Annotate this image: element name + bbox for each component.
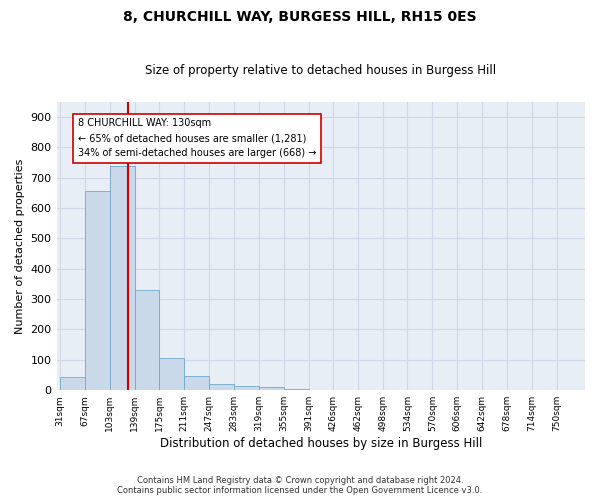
- Text: 8, CHURCHILL WAY, BURGESS HILL, RH15 0ES: 8, CHURCHILL WAY, BURGESS HILL, RH15 0ES: [123, 10, 477, 24]
- Bar: [60, 376, 85, 390]
- Bar: [85, 192, 110, 390]
- Bar: [110, 166, 134, 390]
- Bar: [160, 358, 184, 390]
- Bar: [209, 384, 234, 390]
- Text: Contains HM Land Registry data © Crown copyright and database right 2024.
Contai: Contains HM Land Registry data © Crown c…: [118, 476, 482, 495]
- Y-axis label: Number of detached properties: Number of detached properties: [15, 158, 25, 334]
- Bar: [134, 290, 160, 390]
- Title: Size of property relative to detached houses in Burgess Hill: Size of property relative to detached ho…: [145, 64, 496, 77]
- Bar: [234, 386, 259, 390]
- Bar: [284, 388, 308, 390]
- Text: 8 CHURCHILL WAY: 130sqm
← 65% of detached houses are smaller (1,281)
34% of semi: 8 CHURCHILL WAY: 130sqm ← 65% of detache…: [78, 118, 316, 158]
- Bar: [184, 376, 209, 390]
- Bar: [259, 387, 284, 390]
- X-axis label: Distribution of detached houses by size in Burgess Hill: Distribution of detached houses by size …: [160, 437, 482, 450]
